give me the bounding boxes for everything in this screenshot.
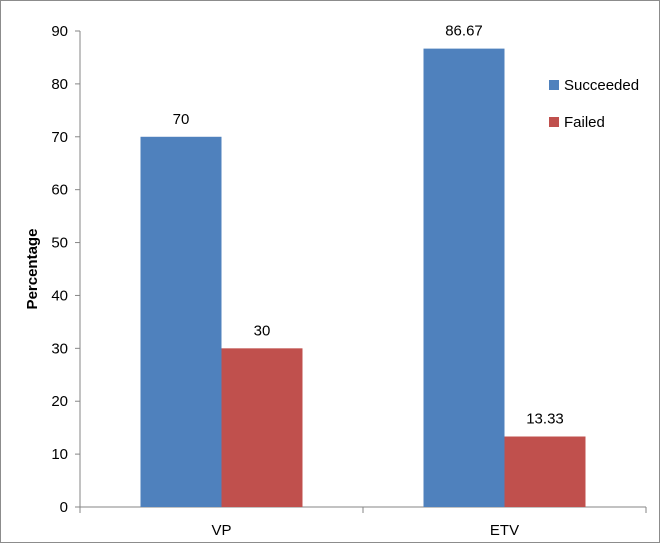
- data-label: 86.67: [445, 23, 483, 40]
- y-tick-label: 20: [51, 393, 68, 410]
- legend-label-succeeded: Succeeded: [564, 77, 639, 94]
- data-label: 70: [173, 111, 190, 128]
- y-tick-label: 80: [51, 76, 68, 93]
- data-labels: 70 30 86.67 13.33: [173, 23, 564, 428]
- x-tick-label: ETV: [490, 522, 519, 539]
- legend-swatch-failed: [549, 117, 559, 127]
- y-axis-title-group: Percentage: [24, 229, 41, 310]
- y-tick-label: 50: [51, 235, 68, 252]
- y-tick-label: 10: [51, 446, 68, 463]
- y-axis-title: Percentage: [24, 229, 41, 310]
- y-tick-label: 70: [51, 129, 68, 146]
- y-tick-label: 90: [51, 23, 68, 40]
- data-label: 13.33: [526, 410, 564, 427]
- data-label: 30: [254, 322, 271, 339]
- x-tick-label: VP: [211, 522, 231, 539]
- y-tick-label: 60: [51, 182, 68, 199]
- legend-swatch-succeeded: [549, 80, 559, 90]
- y-tick-label: 40: [51, 287, 68, 304]
- bar-succeeded-etv: [423, 48, 505, 507]
- bar-succeeded-vp: [140, 136, 222, 507]
- legend: Succeeded Failed: [549, 77, 639, 131]
- y-tick-label: 0: [60, 499, 68, 516]
- bars: [140, 48, 586, 507]
- x-ticks: VP ETV: [79, 507, 647, 539]
- bar-failed-vp: [221, 348, 303, 507]
- y-tick-label: 30: [51, 340, 68, 357]
- bar-failed-etv: [504, 436, 586, 507]
- y-ticks: 0 10 20 30 40 50 60 70 80 90: [51, 23, 80, 516]
- legend-label-failed: Failed: [564, 114, 605, 131]
